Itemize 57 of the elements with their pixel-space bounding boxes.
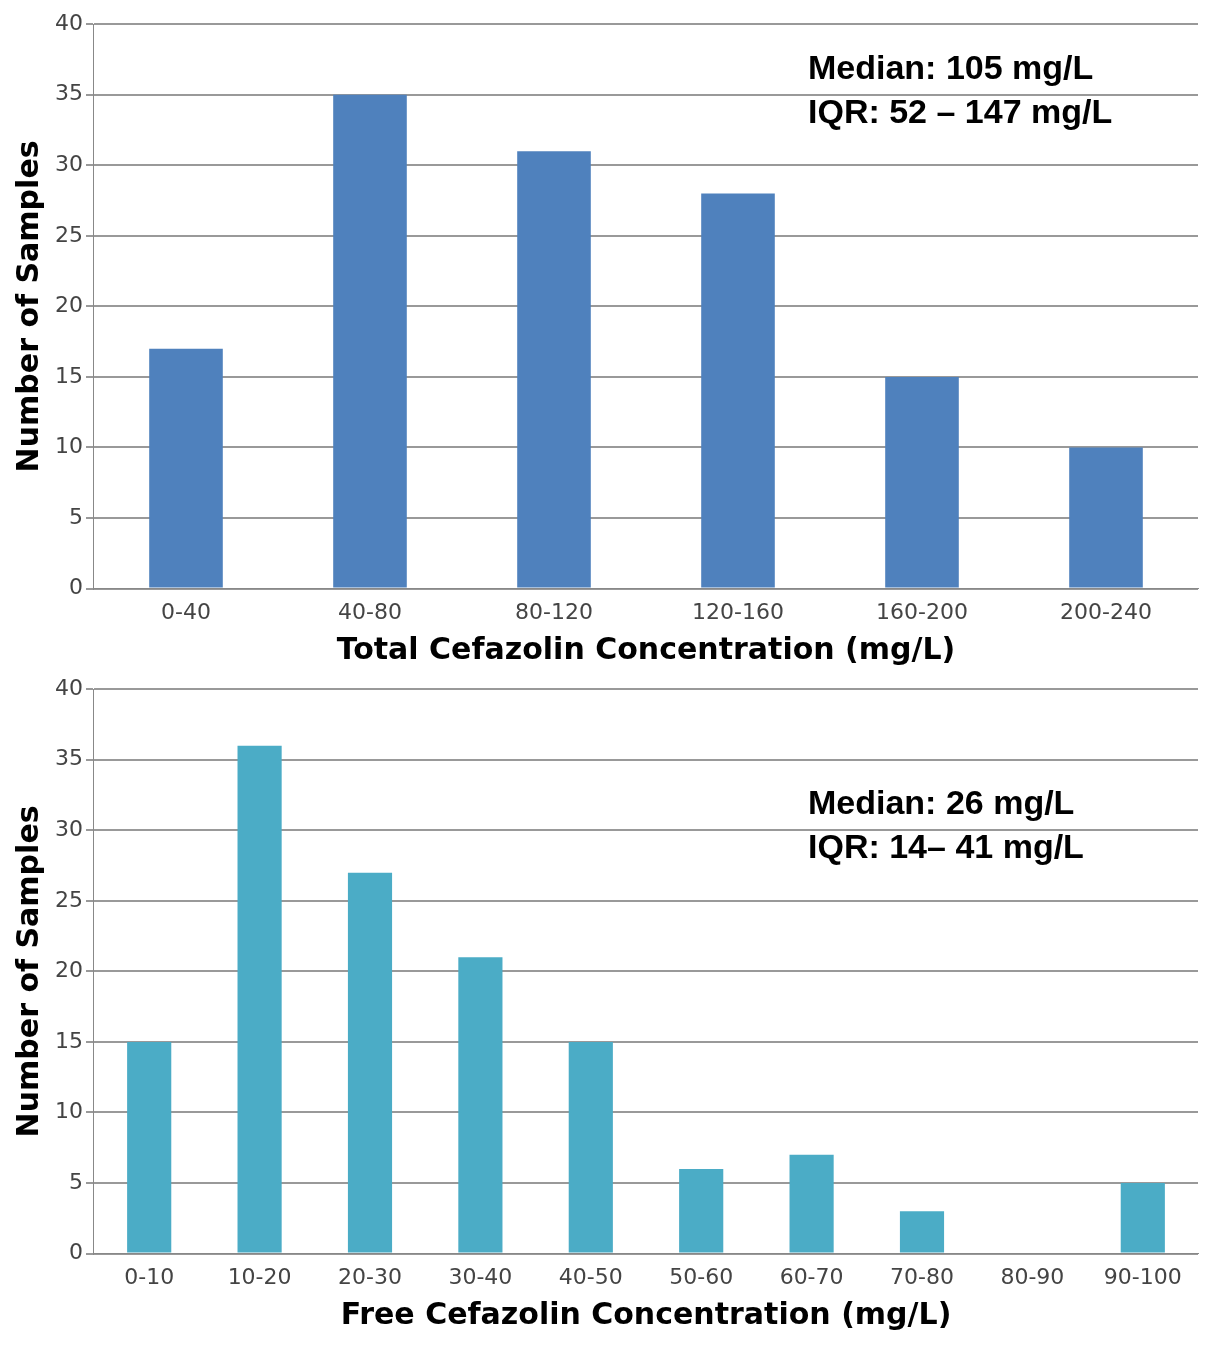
bar — [568, 1041, 613, 1253]
x-tick-label: 90-100 — [1103, 1263, 1182, 1289]
x-tick-label: 10-20 — [227, 1263, 292, 1289]
x-axis-title: Total Cefazolin Concentration (mg/L) — [336, 630, 956, 666]
y-tick-label: 40 — [54, 674, 83, 700]
x-tick-label: 40-50 — [558, 1263, 623, 1289]
y-tick-label: 20 — [54, 292, 83, 318]
annotation: IQR: 52 – 147 mg/L — [808, 91, 1113, 130]
x-tick-label: 0-10 — [124, 1263, 175, 1289]
y-tick-label: 15 — [54, 1027, 83, 1053]
x-tick-label: 80-90 — [1000, 1263, 1065, 1289]
x-tick-label: 80-120 — [515, 598, 593, 624]
y-tick-label: 25 — [54, 221, 83, 247]
y-tick-label: 40 — [54, 9, 83, 35]
bar — [517, 151, 591, 588]
y-axis-title: Number of Samples — [9, 805, 45, 1138]
y-tick-label: 30 — [54, 816, 83, 842]
bar — [127, 1041, 172, 1253]
y-tick-label: 15 — [54, 362, 83, 388]
y-tick-label: 10 — [54, 1098, 83, 1124]
bar — [237, 745, 282, 1253]
x-tick-label: 160-200 — [876, 598, 968, 624]
x-tick-label: 0-40 — [161, 598, 211, 624]
x-tick-label: 70-80 — [890, 1263, 954, 1289]
bar — [333, 94, 407, 588]
bar — [458, 957, 503, 1253]
bar — [679, 1168, 724, 1253]
x-tick-label: 120-160 — [692, 598, 784, 624]
annotation: Median: 26 mg/L — [808, 782, 1075, 821]
x-tick-label: 60-70 — [779, 1263, 844, 1289]
bar — [149, 348, 223, 588]
y-tick-label: 0 — [68, 574, 83, 600]
y-tick-label: 35 — [54, 745, 83, 771]
y-tick-label: 10 — [54, 433, 83, 459]
x-tick-label: 30-40 — [448, 1263, 513, 1289]
y-tick-label: 30 — [54, 151, 83, 177]
x-tick-label: 40-80 — [338, 598, 402, 624]
bar — [701, 193, 775, 588]
x-axis-title: Free Cefazolin Concentration (mg/L) — [340, 1295, 952, 1331]
y-tick-label: 5 — [68, 1168, 83, 1194]
x-tick-label: 200-240 — [1060, 598, 1152, 624]
y-tick-label: 35 — [54, 80, 83, 106]
y-tick-label: 25 — [54, 886, 83, 912]
bar — [789, 1154, 834, 1253]
bar — [1069, 447, 1143, 588]
y-axis-title: Number of Samples — [9, 140, 45, 473]
bar — [1120, 1183, 1165, 1253]
x-tick-label: 50-60 — [669, 1263, 734, 1289]
annotation: IQR: 14– 41 mg/L — [808, 826, 1084, 865]
y-tick-label: 20 — [54, 957, 83, 983]
bar — [347, 872, 393, 1253]
bar — [885, 376, 959, 588]
y-tick-label: 5 — [68, 503, 83, 529]
annotation: Median: 105 mg/L — [808, 47, 1094, 86]
bar — [899, 1211, 945, 1253]
y-tick-label: 0 — [68, 1239, 83, 1265]
x-tick-label: 20-30 — [338, 1263, 402, 1289]
